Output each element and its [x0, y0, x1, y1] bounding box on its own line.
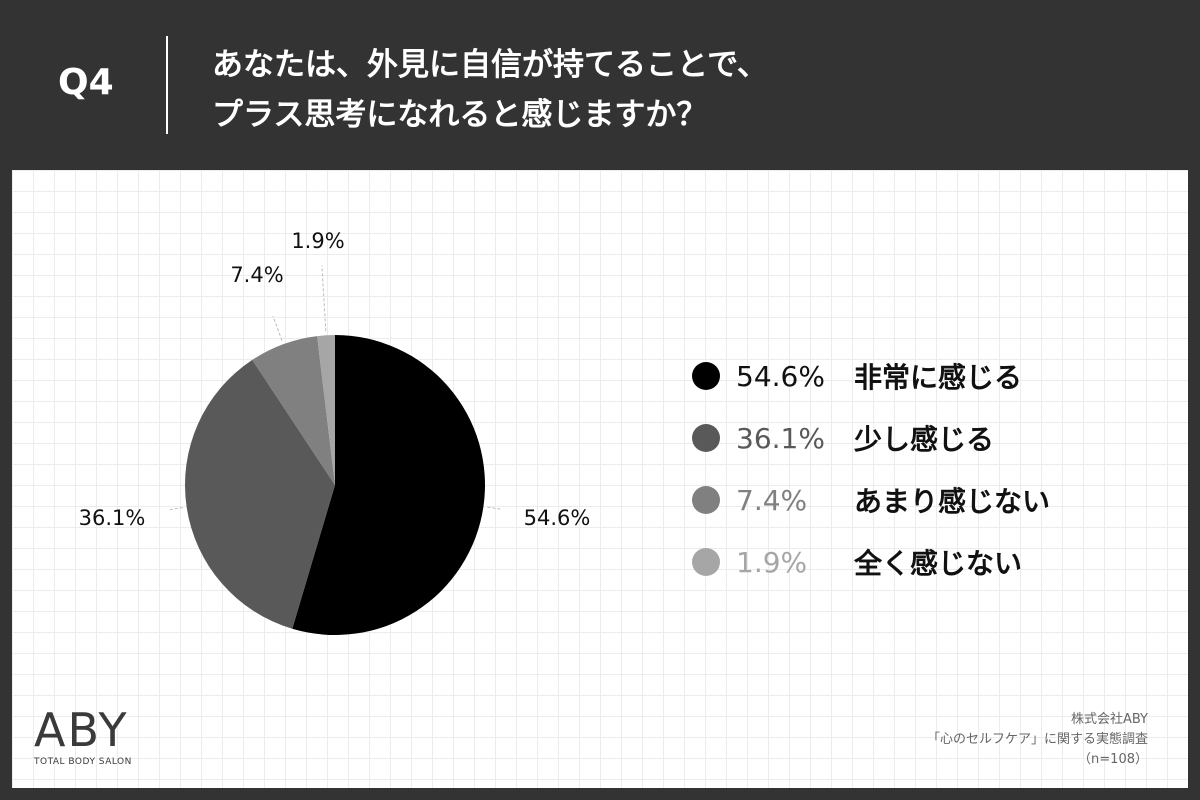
source-note: 株式会社ABY 「心のセルフケア」に関する実態調査 （n=108） [927, 710, 1148, 770]
legend-value: 1.9% [736, 545, 808, 579]
pie-leader-lines [168, 265, 502, 511]
pie-slice [317, 335, 335, 485]
chart-panel: 54.6% 36.1% 7.4% 1.9% 54.6% 非常に感じる 36.1% 少し… [12, 170, 1188, 788]
header: Q4 あなたは、外見に自信が持てることで、 プラス思考になれると感じますか？ [0, 0, 1200, 170]
legend-item: 7.4% あまり感じない [692, 469, 1050, 531]
question-text: あなたは、外見に自信が持てることで、 プラス思考になれると感じますか？ [212, 40, 768, 140]
pie-data-label: 36.1% [79, 506, 146, 530]
legend-value: 54.6% [736, 359, 825, 393]
pie-data-label: 1.9% [291, 229, 344, 253]
pie-leader-line [487, 506, 502, 510]
source-company: 株式会社ABY [1070, 712, 1148, 727]
legend-item: 1.9% 全く感じない [692, 531, 1050, 593]
pie-chart: 54.6% 36.1% 7.4% 1.9% [79, 229, 591, 635]
legend-label: 非常に感じる [854, 361, 1023, 394]
pie-labels: 54.6% 36.1% 7.4% 1.9% [79, 229, 591, 530]
pie-data-label: 7.4% [230, 263, 283, 287]
legend-label: 少し感じる [854, 423, 995, 456]
question-line-2: プラス思考になれると感じますか？ [212, 97, 708, 133]
aby-logo: ABY TOTAL BODY SALON [34, 705, 154, 767]
logo-tagline: TOTAL BODY SALON [34, 757, 132, 767]
legend-dot-icon [692, 362, 720, 390]
legend-value: 36.1% [736, 421, 825, 455]
header-divider [166, 36, 168, 134]
legend-item: 36.1% 少し感じる [692, 407, 1050, 469]
pie-slice [292, 335, 485, 635]
pie-leader-line [168, 507, 183, 511]
question-line-1: あなたは、外見に自信が持てることで、 [212, 47, 768, 83]
pie-slices [185, 335, 485, 635]
pie-slice [185, 359, 335, 629]
legend-label: あまり感じない [854, 485, 1051, 518]
pie-leader-line [321, 265, 327, 332]
pie-slice [252, 336, 335, 485]
legend-dot-icon [692, 424, 720, 452]
pie-data-label: 54.6% [524, 506, 591, 530]
question-number: Q4 [58, 62, 114, 103]
source-sample: （n=108） [1078, 752, 1148, 767]
legend-value: 7.4% [736, 483, 808, 517]
legend-item: 54.6% 非常に感じる [692, 345, 1050, 407]
pie-leader-line [272, 315, 283, 341]
legend-dot-icon [692, 486, 720, 514]
source-survey: 「心のセルフケア」に関する実態調査 [926, 732, 1148, 747]
legend-label: 全く感じない [854, 547, 1023, 580]
legend: 54.6% 非常に感じる 36.1% 少し感じる 7.4% あまり感じない 1.… [692, 345, 1050, 593]
legend-dot-icon [692, 548, 720, 576]
logo-wordmark: ABY [34, 703, 129, 757]
